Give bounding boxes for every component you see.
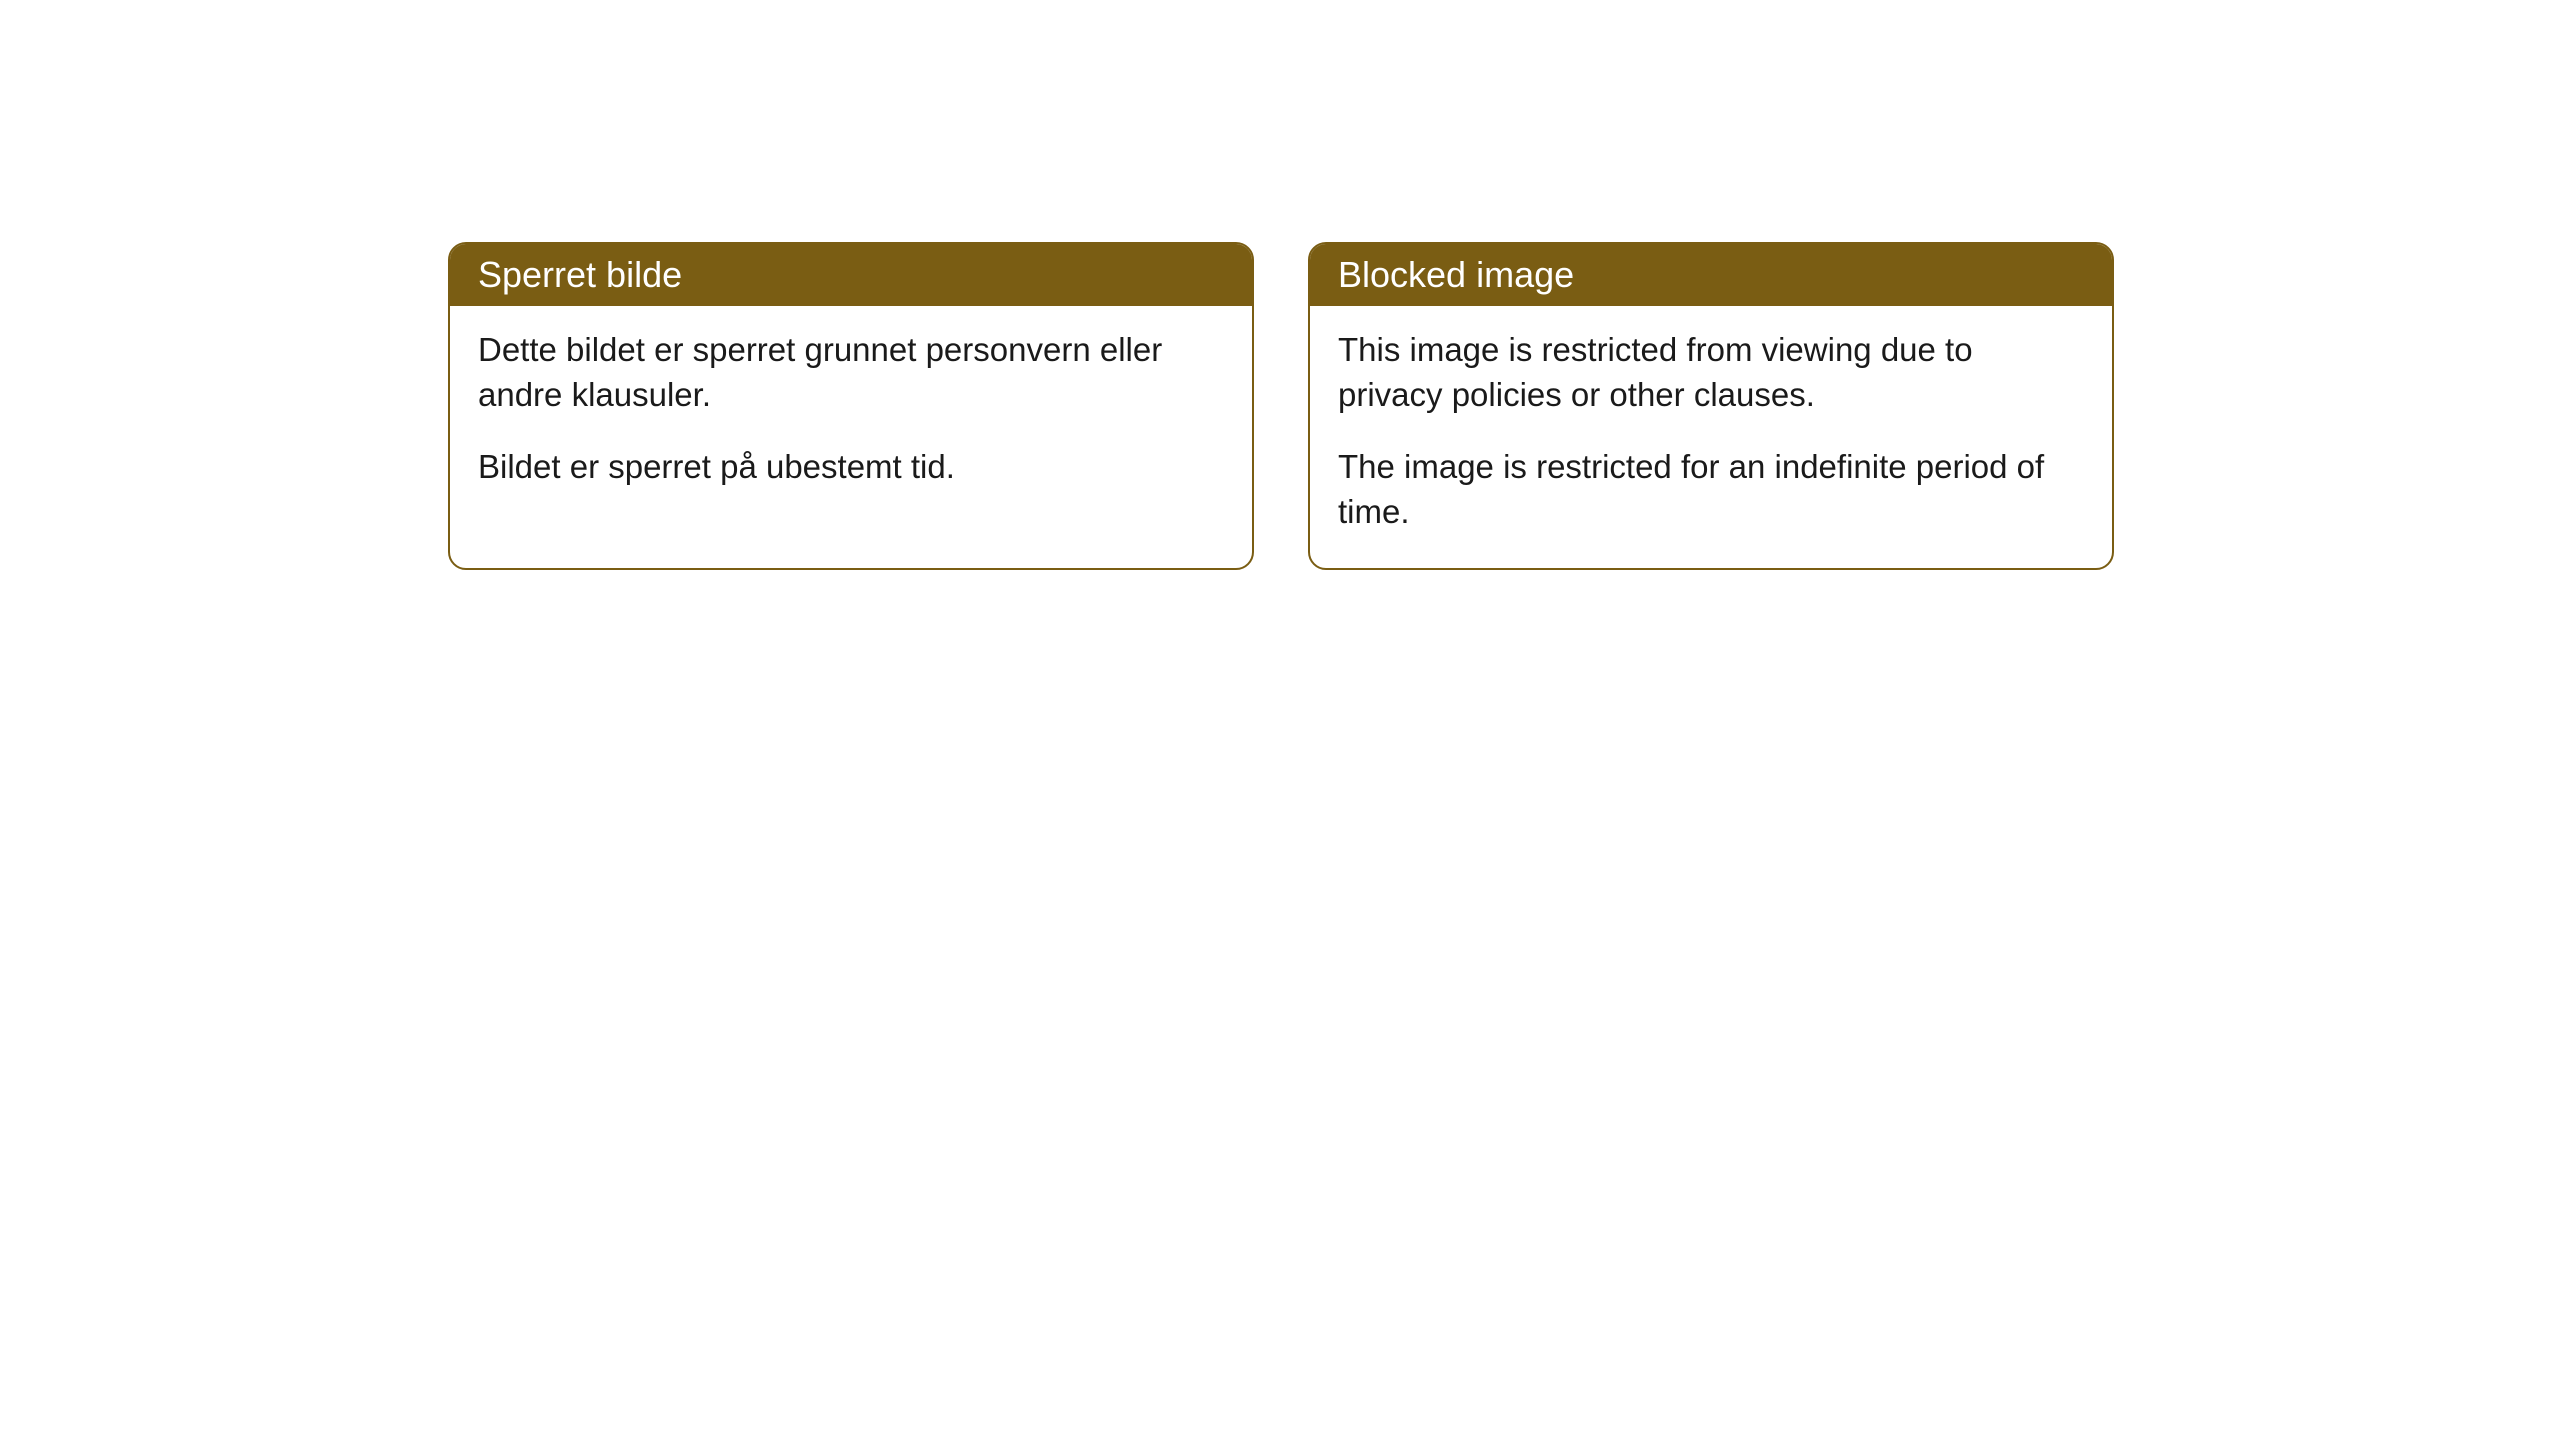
notice-cards-container: Sperret bilde Dette bildet er sperret gr… <box>448 242 2114 570</box>
card-paragraph-2: The image is restricted for an indefinit… <box>1338 445 2084 534</box>
card-header: Sperret bilde <box>450 244 1252 306</box>
card-title: Blocked image <box>1338 254 1574 295</box>
card-body: Dette bildet er sperret grunnet personve… <box>450 306 1252 524</box>
card-paragraph-2: Bildet er sperret på ubestemt tid. <box>478 445 1224 490</box>
card-paragraph-1: This image is restricted from viewing du… <box>1338 328 2084 417</box>
notice-card-english: Blocked image This image is restricted f… <box>1308 242 2114 570</box>
card-body: This image is restricted from viewing du… <box>1310 306 2112 568</box>
card-title: Sperret bilde <box>478 254 682 295</box>
card-paragraph-1: Dette bildet er sperret grunnet personve… <box>478 328 1224 417</box>
notice-card-norwegian: Sperret bilde Dette bildet er sperret gr… <box>448 242 1254 570</box>
card-header: Blocked image <box>1310 244 2112 306</box>
